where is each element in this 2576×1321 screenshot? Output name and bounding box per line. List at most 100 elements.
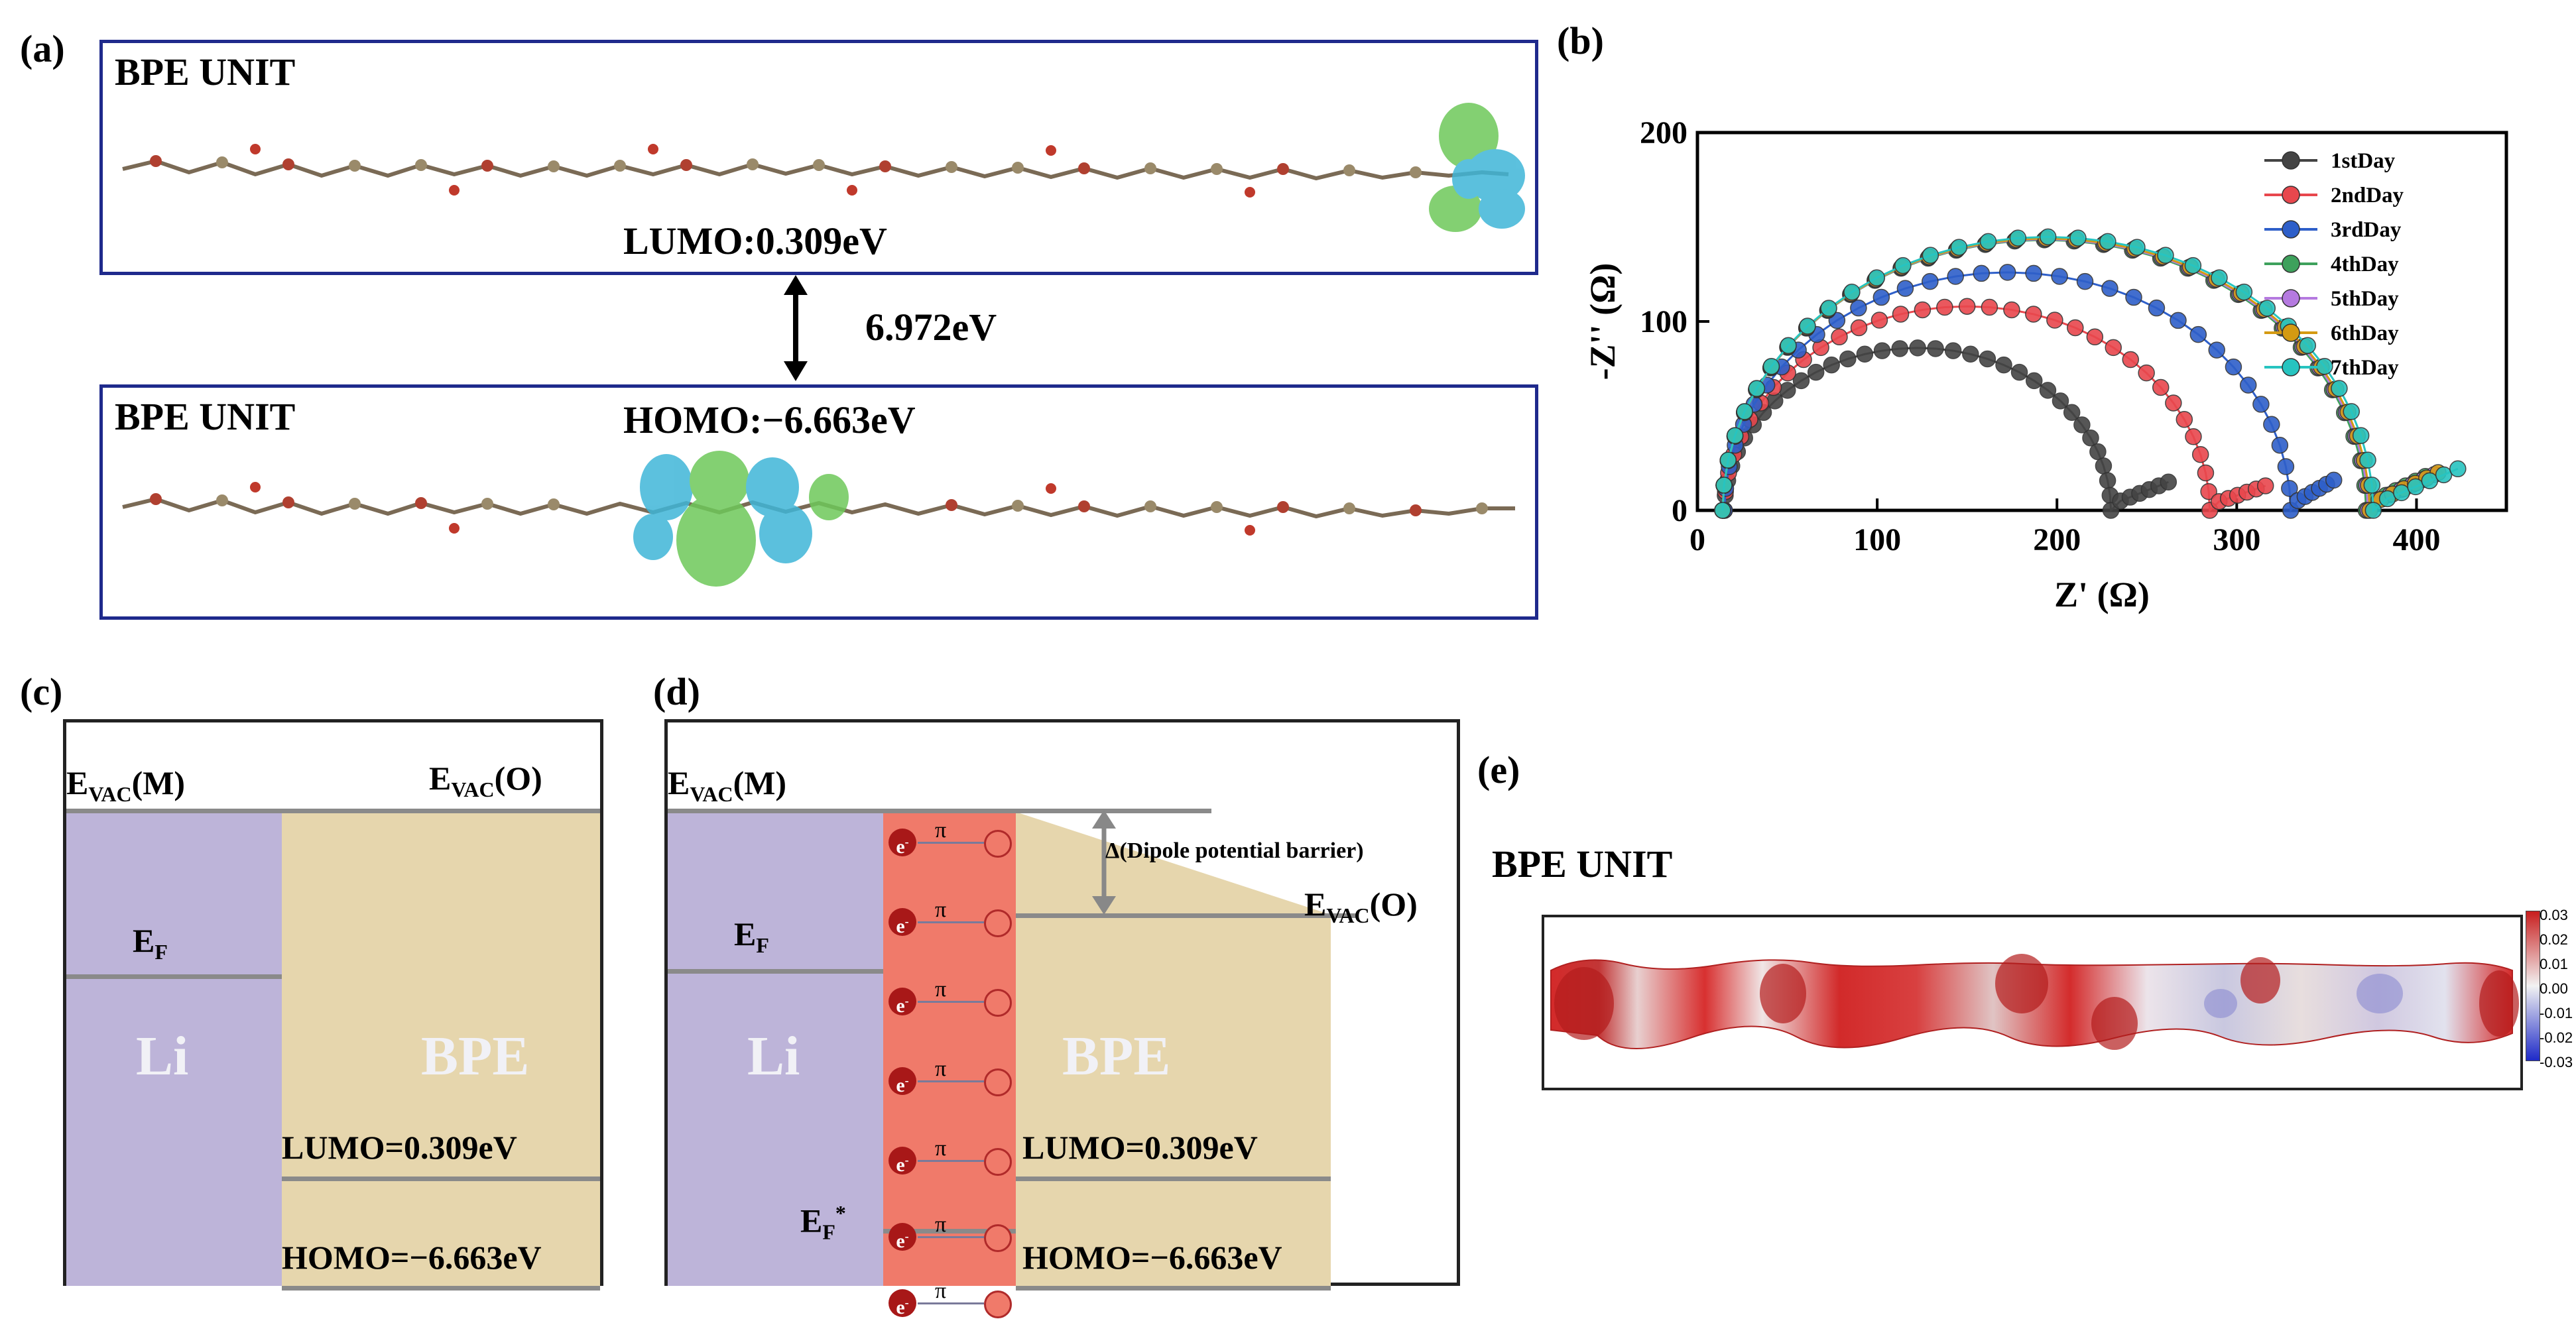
- data-point: [2211, 269, 2228, 286]
- data-point: [1779, 382, 1796, 399]
- bpe-label: BPE: [1062, 1025, 1171, 1087]
- data-point: [2099, 233, 2116, 251]
- lumo-molecule: [122, 103, 1525, 232]
- data-point: [1715, 477, 1733, 494]
- panel-label-c: (c): [20, 670, 63, 713]
- molecule-atoms: [150, 482, 1488, 536]
- legend-label: 6thDay: [2331, 321, 2399, 345]
- data-point: [2105, 339, 2122, 357]
- lumo-frame: BPE UNIT: [99, 40, 1538, 275]
- y-tick-label: 0: [1672, 493, 1687, 528]
- legend-label: 7thDay: [2331, 356, 2399, 380]
- data-point: [1922, 247, 1939, 264]
- homo-level: [1016, 1286, 1331, 1291]
- legend-marker: [2282, 289, 2300, 308]
- legend-marker: [2282, 255, 2300, 273]
- data-point: [2197, 464, 2215, 482]
- data-point: [1843, 283, 1861, 301]
- colorbar-ticks: 0.03 0.02 0.01 0.00 -0.01 -0.02 -0.03: [2540, 907, 2576, 1079]
- data-point: [2165, 394, 2182, 412]
- y-tick-label: 100: [1640, 304, 1687, 339]
- hole-icon: [984, 1148, 1012, 1176]
- data-point: [2277, 458, 2295, 475]
- colorbar-tick-label: 0.02: [2540, 931, 2568, 948]
- x-tick-label: 100: [1853, 522, 1901, 557]
- data-point: [1936, 298, 1953, 316]
- data-point: [2010, 363, 2028, 381]
- data-point: [1856, 345, 1874, 363]
- data-point: [1944, 342, 1962, 359]
- dipole-pair: e-π: [883, 977, 1016, 1017]
- data-point: [2160, 473, 2177, 490]
- data-point: [1748, 380, 1766, 397]
- data-point: [2189, 325, 2207, 343]
- panel-c-frame: EVAC(M) EVAC(O) EF Li BPE LUMO=0.309eV H…: [63, 719, 603, 1291]
- data-point: [2073, 416, 2091, 433]
- hole-icon: [984, 1068, 1012, 1096]
- electron-icon: e-: [889, 829, 916, 858]
- data-point: [1823, 356, 1840, 374]
- data-point: [2271, 436, 2289, 454]
- vacuum-level-organic: [1016, 913, 1357, 918]
- esp-frame: [1542, 911, 2540, 1090]
- electron-icon: e-: [889, 1147, 916, 1176]
- lumo-molecule-title: BPE UNIT: [115, 50, 296, 93]
- hole-icon: [984, 909, 1012, 937]
- barrier-label: Δ(Dipole potential barrier): [1105, 838, 1364, 863]
- dipole-pair: e-π: [883, 897, 1016, 937]
- dipole-pair: e-π: [883, 818, 1016, 858]
- data-point: [1736, 403, 1753, 420]
- hole-icon: [984, 989, 1012, 1017]
- data-point: [2325, 471, 2343, 489]
- pi-symbol: π: [935, 1212, 947, 1237]
- data-point: [2343, 403, 2360, 420]
- fermi-level-shifted: [883, 1229, 1016, 1234]
- data-point: [1807, 363, 1825, 381]
- data-point: [2052, 392, 2069, 410]
- legend-label: 1stDay: [2331, 149, 2396, 173]
- colorbar-tick-label: 0.00: [2540, 980, 2568, 997]
- data-point: [2039, 228, 2057, 246]
- bpe-region: [1016, 812, 1331, 1286]
- data-point: [1799, 317, 1816, 335]
- data-point: [1962, 345, 1979, 363]
- homo-label: HOMO:−6.663eV: [623, 398, 916, 441]
- data-point: [2299, 337, 2317, 355]
- hole-icon: [984, 830, 1012, 858]
- pi-symbol: π: [935, 1279, 947, 1303]
- legend-marker: [2282, 186, 2300, 204]
- x-tick-label: 300: [2213, 522, 2260, 557]
- data-point: [2067, 319, 2084, 337]
- data-point: [2421, 472, 2439, 490]
- data-point: [1894, 257, 1912, 274]
- colorbar-tick-label: -0.01: [2540, 1005, 2573, 1021]
- lumo-level: [1016, 1177, 1331, 1181]
- electron-icon: e-: [889, 908, 916, 937]
- data-point: [2281, 480, 2298, 497]
- data-point: [1726, 427, 1744, 444]
- electron-icon: e-: [889, 1067, 916, 1096]
- data-point: [1780, 337, 1797, 355]
- legend-label: 5thDay: [2331, 287, 2399, 311]
- data-point: [2208, 341, 2225, 359]
- fermi-level: [668, 969, 883, 974]
- ef-label: EF: [133, 922, 168, 964]
- data-point: [2089, 443, 2107, 461]
- data-point: [1981, 298, 1998, 316]
- li-region: [668, 812, 883, 1286]
- ef-star-label: EF*: [800, 1201, 846, 1244]
- nyquist-chart: 0 100 200 300 400 0 100 200 1stDay 2ndDay 3rdDay 4…: [1583, 115, 2508, 614]
- data-point: [1950, 239, 1968, 256]
- data-point: [2184, 257, 2202, 274]
- data-point: [1850, 299, 1867, 317]
- colorbar-tick-label: -0.02: [2540, 1029, 2573, 1046]
- panel-label-b: (b): [1557, 19, 1604, 62]
- data-point: [1872, 288, 1890, 306]
- data-point: [2122, 351, 2139, 369]
- lumo-level: [282, 1177, 600, 1181]
- homo-molecule: [122, 451, 1515, 587]
- x-tick-label: 200: [2033, 522, 2081, 557]
- legend-marker: [2282, 323, 2300, 342]
- hole-icon: [984, 1291, 1012, 1318]
- data-point: [2039, 382, 2057, 399]
